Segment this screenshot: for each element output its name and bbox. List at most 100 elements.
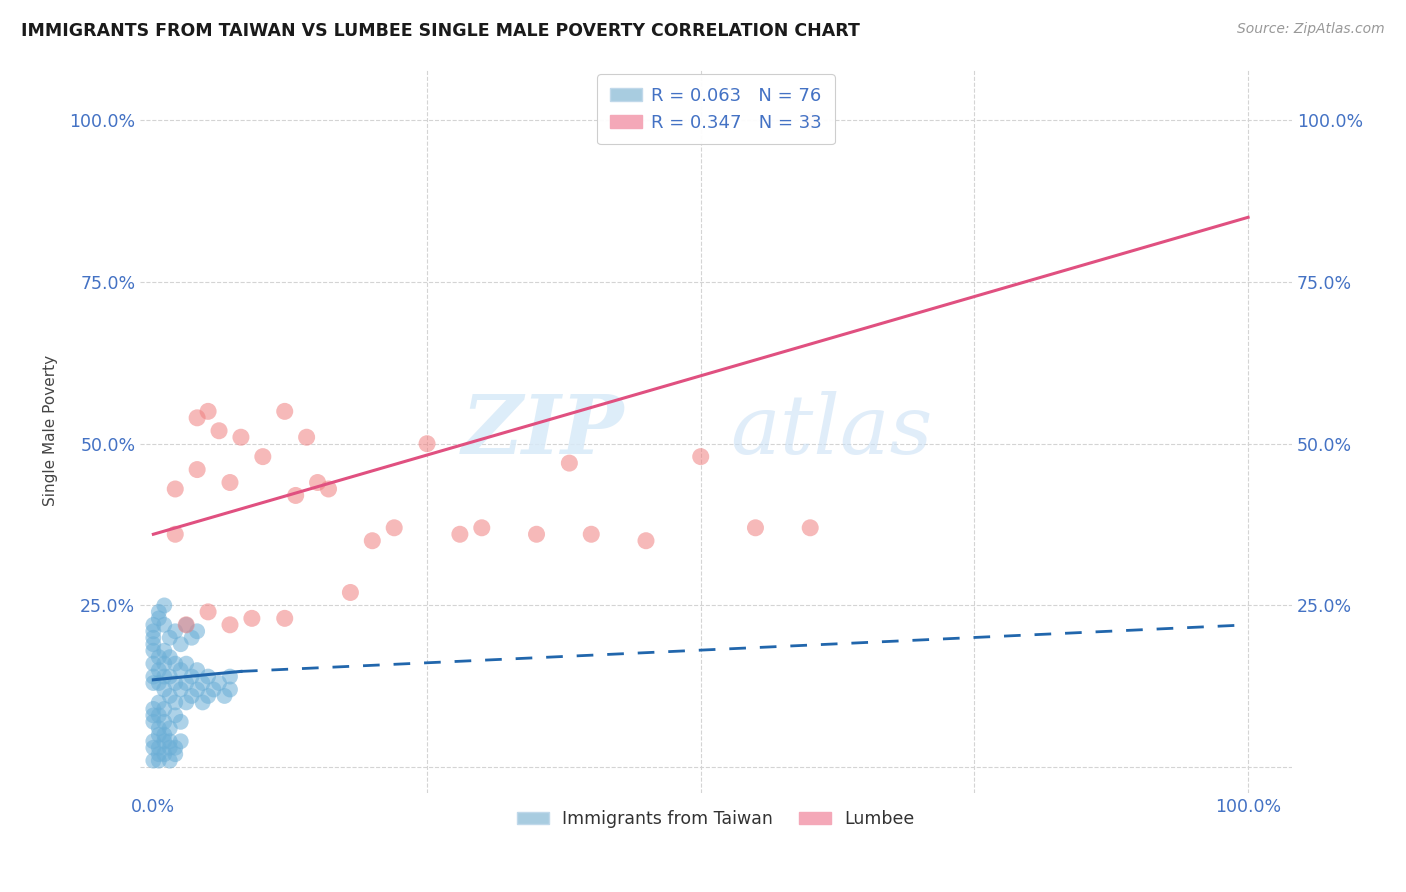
Point <box>148 721 170 735</box>
Point <box>208 424 231 438</box>
Point <box>142 624 165 639</box>
Point <box>148 605 170 619</box>
Point <box>197 404 219 418</box>
Point <box>165 708 187 723</box>
Point <box>229 430 252 444</box>
Point <box>153 599 176 613</box>
Point <box>180 631 202 645</box>
Point <box>153 682 176 697</box>
Point <box>148 708 170 723</box>
Point <box>170 682 193 697</box>
Point <box>174 617 197 632</box>
Point <box>382 521 405 535</box>
Point <box>219 682 242 697</box>
Point <box>197 689 219 703</box>
Point <box>142 637 165 651</box>
Point <box>148 650 170 665</box>
Point <box>153 728 176 742</box>
Point <box>186 682 208 697</box>
Point <box>274 611 297 625</box>
Point <box>471 521 494 535</box>
Point <box>142 643 165 657</box>
Point <box>159 734 181 748</box>
Point <box>148 754 170 768</box>
Point <box>165 695 187 709</box>
Point <box>153 702 176 716</box>
Point <box>186 624 208 639</box>
Point <box>208 676 231 690</box>
Point <box>142 669 165 683</box>
Point <box>634 533 657 548</box>
Point <box>339 585 361 599</box>
Point <box>186 410 208 425</box>
Point <box>153 617 176 632</box>
Point <box>153 714 176 729</box>
Point <box>202 682 225 697</box>
Point <box>318 482 340 496</box>
Point <box>174 617 197 632</box>
Point <box>142 714 165 729</box>
Point <box>581 527 603 541</box>
Point <box>174 695 197 709</box>
Point <box>170 637 193 651</box>
Point <box>148 676 170 690</box>
Point <box>416 436 439 450</box>
Point <box>159 669 181 683</box>
Point <box>153 669 176 683</box>
Point <box>165 657 187 671</box>
Text: IMMIGRANTS FROM TAIWAN VS LUMBEE SINGLE MALE POVERTY CORRELATION CHART: IMMIGRANTS FROM TAIWAN VS LUMBEE SINGLE … <box>21 22 860 40</box>
Point <box>191 695 214 709</box>
Point <box>142 740 165 755</box>
Point <box>153 657 176 671</box>
Point <box>744 521 766 535</box>
Point <box>526 527 548 541</box>
Point <box>142 631 165 645</box>
Point <box>148 663 170 677</box>
Point <box>449 527 471 541</box>
Text: ZIP: ZIP <box>461 391 624 471</box>
Point <box>148 611 170 625</box>
Point <box>689 450 711 464</box>
Point <box>186 462 208 476</box>
Point <box>361 533 384 548</box>
Point <box>165 527 187 541</box>
Point <box>799 521 821 535</box>
Point <box>274 404 297 418</box>
Point <box>159 650 181 665</box>
Point <box>165 740 187 755</box>
Legend: Immigrants from Taiwan, Lumbee: Immigrants from Taiwan, Lumbee <box>510 803 922 835</box>
Point <box>159 754 181 768</box>
Point <box>558 456 581 470</box>
Point <box>148 695 170 709</box>
Text: Source: ZipAtlas.com: Source: ZipAtlas.com <box>1237 22 1385 37</box>
Point <box>252 450 274 464</box>
Point <box>180 669 202 683</box>
Point <box>148 728 170 742</box>
Point <box>219 617 242 632</box>
Point <box>159 721 181 735</box>
Point <box>186 663 208 677</box>
Point <box>174 657 197 671</box>
Point <box>240 611 263 625</box>
Point <box>165 624 187 639</box>
Point <box>142 657 165 671</box>
Point <box>180 689 202 703</box>
Point <box>219 669 242 683</box>
Point <box>219 475 242 490</box>
Point <box>159 689 181 703</box>
Point <box>142 702 165 716</box>
Point <box>165 747 187 762</box>
Point <box>159 740 181 755</box>
Point <box>165 676 187 690</box>
Point <box>159 631 181 645</box>
Point <box>191 676 214 690</box>
Point <box>153 747 176 762</box>
Point <box>148 747 170 762</box>
Point <box>165 482 187 496</box>
Point <box>142 734 165 748</box>
Text: atlas: atlas <box>730 391 932 471</box>
Point <box>170 663 193 677</box>
Point <box>170 734 193 748</box>
Point <box>295 430 318 444</box>
Point <box>174 676 197 690</box>
